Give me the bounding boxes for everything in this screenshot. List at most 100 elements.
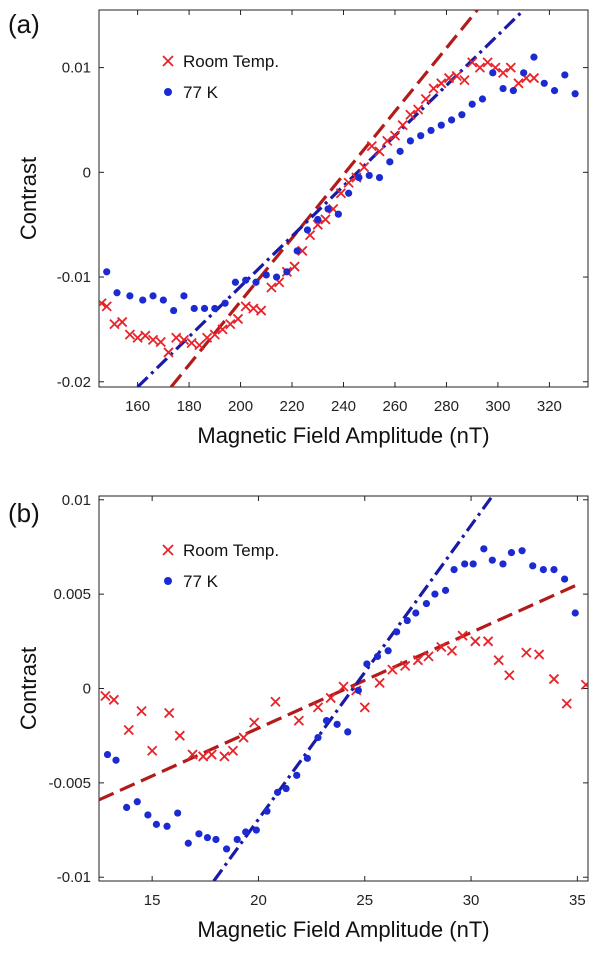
data-point-77k (303, 754, 311, 762)
data-point-77k (363, 660, 371, 668)
data-point-room-temp (493, 655, 504, 666)
data-point-room-temp (117, 316, 128, 328)
legend-label: 77 K (183, 572, 219, 591)
data-point-77k (354, 686, 362, 694)
data-point-77k (450, 566, 458, 574)
data-point-room-temp (459, 75, 470, 86)
data-point-77k (283, 268, 291, 276)
x-tick-label: 20 (250, 892, 267, 909)
data-point-77k (242, 828, 250, 836)
data-point-77k (518, 547, 526, 555)
data-point-room-temp (482, 636, 494, 647)
data-point-room-temp (513, 78, 524, 89)
data-point-room-temp (374, 146, 385, 157)
data-point-room-temp (164, 707, 175, 719)
data-point-77k (437, 121, 445, 129)
data-point-77k (126, 292, 134, 300)
data-point-77k (393, 628, 401, 636)
data-point-77k (422, 599, 431, 608)
data-point-room-temp (198, 751, 209, 762)
data-point-room-temp (446, 645, 458, 656)
data-point-77k (540, 79, 548, 87)
fit-line-77k (212, 496, 494, 881)
data-point-77k (324, 205, 332, 213)
data-point-77k (571, 90, 579, 98)
fit-line-room-temp (99, 583, 579, 802)
data-point-77k (262, 271, 270, 279)
data-point-77k (152, 820, 161, 828)
data-point-77k (334, 210, 342, 218)
data-point-room-temp (413, 104, 424, 115)
y-tick-label: 0.005 (53, 586, 91, 603)
data-point-room-temp (108, 694, 120, 705)
data-point-room-temp (289, 261, 300, 272)
data-point-room-temp (436, 78, 447, 89)
data-point-77k (293, 771, 301, 779)
data-point-room-temp (123, 724, 134, 736)
data-point-room-temp (227, 745, 239, 756)
data-point-room-temp (561, 698, 572, 709)
data-point-room-temp (248, 303, 259, 314)
data-point-room-temp (232, 313, 244, 325)
data-point-room-temp (405, 109, 416, 120)
data-point-room-temp (387, 664, 398, 675)
data-point-77k (488, 556, 496, 564)
data-point-77k (386, 158, 394, 166)
data-point-77k (550, 566, 558, 574)
plot-area (99, 10, 579, 387)
data-point-77k (149, 292, 157, 300)
data-point-77k (396, 147, 404, 155)
chart-panel-b: (b) 15 20 25 30 35 -0.01 -0.005 0 0.005 0.01 Magnet… (8, 492, 589, 942)
data-point-room-temp (436, 641, 447, 653)
data-point-room-temp (474, 62, 486, 73)
data-point-77k (282, 784, 290, 793)
legend-marker-room-temp (162, 55, 174, 67)
x-tick-label: 260 (382, 398, 407, 415)
y-tick-label: -0.005 (48, 775, 91, 792)
data-point-room-temp (533, 649, 545, 660)
data-point-77k (530, 53, 538, 61)
data-point-77k (272, 273, 281, 281)
legend: Room Temp. 77 K (162, 541, 279, 591)
plot-area (99, 496, 588, 881)
data-point-77k (406, 137, 415, 145)
y-axis-label: Contrast (16, 157, 41, 240)
data-point-room-temp (163, 347, 174, 358)
data-point-room-temp (186, 337, 197, 349)
data-point-room-temp (178, 334, 190, 346)
data-point-77k (174, 809, 182, 817)
data-point-77k (211, 304, 219, 313)
data-point-room-temp (505, 62, 516, 73)
data-point-77k (103, 268, 111, 276)
data-point-room-temp (338, 681, 349, 692)
data-point-room-temp (136, 706, 147, 717)
legend-label: Room Temp. (183, 52, 279, 71)
data-point-77k (163, 822, 171, 830)
data-point-77k (231, 278, 240, 286)
data-point-room-temp (451, 70, 462, 82)
data-point-room-temp (497, 67, 509, 78)
data-point-room-temp (155, 336, 166, 348)
data-point-77k (427, 126, 435, 135)
x-tick-label: 320 (537, 398, 562, 415)
data-point-room-temp (194, 339, 205, 351)
data-point-77k (314, 215, 322, 224)
data-point-room-temp (140, 330, 151, 341)
data-point-room-temp (335, 188, 347, 199)
data-point-room-temp (504, 670, 515, 681)
data-point-77k (412, 609, 420, 617)
data-point-77k (529, 562, 537, 570)
data-point-77k (144, 811, 152, 819)
data-point-room-temp (457, 630, 468, 641)
data-point-77k (293, 247, 301, 255)
data-point-77k (252, 826, 260, 834)
data-point-room-temp (467, 57, 478, 68)
data-point-77k (375, 173, 384, 182)
data-point-room-temp (423, 651, 434, 662)
data-point-77k (133, 798, 141, 806)
data-point-room-temp (256, 305, 267, 316)
data-point-room-temp (482, 57, 493, 68)
data-point-room-temp (443, 72, 455, 84)
x-tick-label: 15 (144, 892, 161, 909)
data-point-77k (461, 560, 469, 568)
